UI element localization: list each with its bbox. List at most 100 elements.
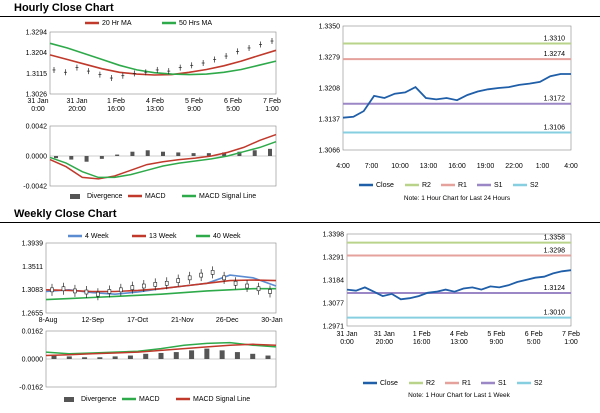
legend-4-week: 4 Week xyxy=(85,233,109,240)
hourly-divergence-bar xyxy=(268,148,272,156)
weekly-levels-y-tick-label: 1.2971 xyxy=(323,324,345,331)
weekly-divergence-bar xyxy=(158,352,164,359)
hourly-section-rule xyxy=(0,16,600,17)
weekly-candle-body xyxy=(199,272,203,278)
hourly-levels-plot-frame xyxy=(342,25,572,151)
hourly-levels-close-line xyxy=(342,73,571,119)
hourly-divergence-bar xyxy=(222,152,227,156)
hourly-price-x-tick-label: 1:00 xyxy=(265,106,279,113)
weekly-levels-x-tick-label: 7 Feb xyxy=(562,331,580,338)
hourly-levels-x-tick-label: 4:00 xyxy=(564,163,578,170)
hourly-divergence-bar xyxy=(99,156,104,159)
weekly-price-x-tick-label: 26-Dec xyxy=(216,317,239,324)
legend-weekly-divergence: Divergence xyxy=(81,396,117,403)
legend-hourly-divergence: Divergence xyxy=(87,193,123,200)
hourly-levels-x-tick-label: 13:00 xyxy=(420,163,438,170)
weekly-price-y-tick-label: 1.2655 xyxy=(22,311,44,318)
legend-40-week: 40 Week xyxy=(213,233,241,240)
legend-hourly-macd-signal: MACD Signal Line xyxy=(199,193,256,200)
legend-weekly-macd-signal: MACD Signal Line xyxy=(193,396,250,403)
hourly-levels-y-tick-label: 1.3279 xyxy=(319,55,341,62)
hourly-price-x-tick-label: 5 Feb xyxy=(185,98,203,105)
hourly-divergence-bar xyxy=(161,151,165,156)
legend-13-week: 13 Week xyxy=(149,233,177,240)
hourly-macd-y-tick-label: 0.0042 xyxy=(26,124,48,131)
weekly-levels-level-label-s2: 1.3010 xyxy=(544,310,566,317)
weekly-candle-body xyxy=(84,289,89,295)
weekly-levels-y-tick-label: 1.3291 xyxy=(323,255,345,262)
weekly-macd-line-0 xyxy=(45,341,277,355)
weekly-price-y-tick-label: 1.3939 xyxy=(22,241,44,248)
weekly-levels-legend-close: Close xyxy=(380,380,398,387)
weekly-candle-body xyxy=(153,282,158,287)
weekly-levels-x-tick-label: 9:00 xyxy=(490,339,504,346)
weekly-candle-body xyxy=(164,280,169,286)
weekly-divergence-bar xyxy=(250,353,256,359)
hourly-levels-y-tick-label: 1.3208 xyxy=(319,86,341,93)
weekly-macd-y-tick-label: 0.0162 xyxy=(22,329,44,336)
weekly-divergence-bar xyxy=(51,355,57,359)
hourly-price-y-tick-label: 1.3115 xyxy=(26,71,47,78)
weekly-ma-line-1 xyxy=(45,279,277,293)
legend-hourly-divergence-swatch xyxy=(70,194,80,199)
weekly-divergence-bar xyxy=(189,350,195,359)
weekly-candle-body xyxy=(107,289,112,294)
weekly-price-x-tick-label: 30-Jan xyxy=(261,317,283,324)
weekly-section-rule xyxy=(0,222,600,223)
weekly-levels-legend-r1: R1 xyxy=(462,380,471,387)
hourly-price-x-tick-label: 20:00 xyxy=(68,106,86,113)
weekly-levels-plot-frame xyxy=(346,233,572,327)
weekly-price-x-tick-label: 8-Aug xyxy=(39,317,58,324)
weekly-levels-note: Note: 1 Hour Chart for Last 1 Week xyxy=(408,392,511,399)
weekly-levels-x-tick-label: 20:00 xyxy=(376,339,394,346)
hourly-price-x-tick-label: 31 Jan xyxy=(27,98,48,105)
weekly-levels-x-tick-label: 4 Feb xyxy=(450,331,468,338)
legend-weekly-macd: MACD xyxy=(139,396,160,403)
hourly-price-x-tick-label: 9:00 xyxy=(187,106,201,113)
weekly-candle-body xyxy=(210,270,215,275)
hourly-levels-y-tick-label: 1.3137 xyxy=(319,117,341,124)
weekly-divergence-bar xyxy=(82,357,88,359)
weekly-macd-y-tick-label: 0.0000 xyxy=(22,357,44,364)
hourly-levels-x-tick-label: 19:00 xyxy=(477,163,495,170)
weekly-candle-body xyxy=(245,283,249,289)
weekly-candle-body xyxy=(50,287,54,293)
hourly-section-title: Hourly Close Chart xyxy=(14,2,114,14)
hourly-price-x-tick-label: 31 Jan xyxy=(66,98,87,105)
hourly-levels-x-tick-label: 4:00 xyxy=(336,163,350,170)
hourly-price-x-tick-label: 0:00 xyxy=(31,106,45,113)
hourly-levels-x-tick-label: 1:00 xyxy=(536,163,550,170)
hourly-divergence-bar xyxy=(69,156,74,160)
hourly-levels-level-label-s2: 1.3106 xyxy=(544,125,566,132)
hourly-price-x-tick-label: 13:00 xyxy=(146,106,164,113)
weekly-levels-legend-s1: S1 xyxy=(498,380,507,387)
weekly-divergence-bar xyxy=(112,356,118,359)
hourly-levels-y-tick-label: 1.3350 xyxy=(319,24,341,31)
weekly-candle-body xyxy=(61,286,66,292)
weekly-divergence-bar xyxy=(234,352,240,359)
hourly-levels-x-tick-label: 16:00 xyxy=(448,163,466,170)
weekly-levels-x-tick-label: 31 Jan xyxy=(336,331,357,338)
weekly-levels-x-tick-label: 0:00 xyxy=(340,339,354,346)
weekly-divergence-bar xyxy=(66,356,72,359)
hourly-levels-y-tick-label: 1.3066 xyxy=(319,148,341,155)
legend-20hr-ma: 20 Hr MA xyxy=(102,20,132,27)
hourly-levels-legend-s2: S2 xyxy=(530,182,539,189)
weekly-price-x-tick-label: 12-Sep xyxy=(82,317,105,324)
hourly-levels-legend-close: Close xyxy=(376,182,394,189)
weekly-divergence-bar xyxy=(127,355,133,359)
hourly-price-x-tick-label: 1 Feb xyxy=(107,98,125,105)
weekly-levels-x-tick-label: 16:00 xyxy=(413,339,431,346)
hourly-divergence-bar xyxy=(54,156,58,159)
hourly-divergence-bar xyxy=(84,156,89,162)
weekly-levels-x-tick-label: 6 Feb xyxy=(525,331,543,338)
weekly-levels-y-tick-label: 1.3398 xyxy=(323,232,345,239)
weekly-levels-level-label-s1: 1.3124 xyxy=(544,285,566,292)
hourly-levels-legend-s1: S1 xyxy=(494,182,503,189)
weekly-candle-body xyxy=(119,287,123,293)
weekly-macd-y-tick-label: -0.0162 xyxy=(19,385,43,392)
weekly-ma-line-2 xyxy=(45,287,276,301)
hourly-divergence-bar xyxy=(176,152,181,156)
weekly-levels-x-tick-label: 5:00 xyxy=(527,339,541,346)
